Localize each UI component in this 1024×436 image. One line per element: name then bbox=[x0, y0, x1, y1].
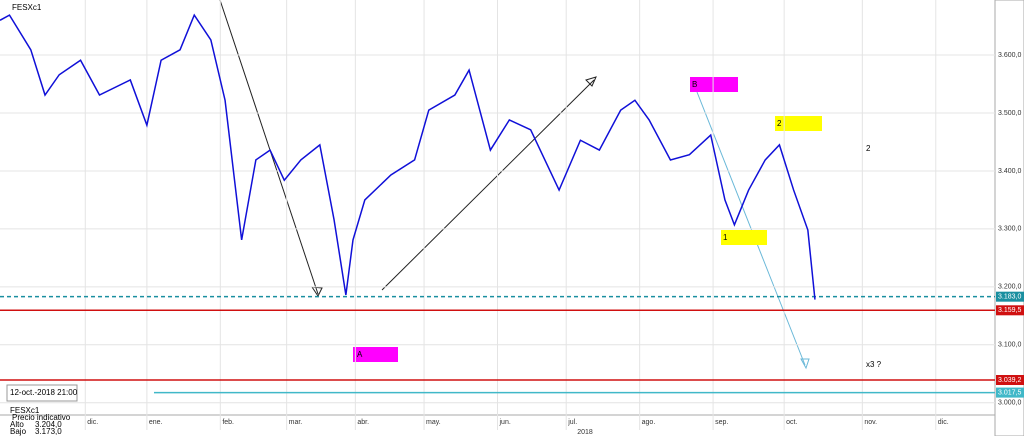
box bbox=[775, 116, 822, 131]
x-tick-label: feb. bbox=[222, 419, 234, 426]
x-tick-label: oct. bbox=[786, 419, 797, 426]
chart-title: FESXc1 bbox=[12, 3, 42, 12]
x-tick-label: jul. bbox=[567, 419, 577, 426]
level-tag bbox=[996, 305, 1024, 316]
year-label: 2018 bbox=[577, 429, 593, 436]
annotation: A bbox=[357, 350, 363, 359]
level-tag bbox=[996, 375, 1024, 386]
x-tick-label: jun. bbox=[499, 419, 511, 426]
level-label: 3.039,2 bbox=[998, 377, 1021, 384]
level-label: 3.017,5 bbox=[998, 389, 1021, 396]
y-tick-label: 3.600,0 bbox=[998, 52, 1021, 59]
annotation: x3 ? bbox=[866, 360, 882, 369]
y-tick-label: 3.100,0 bbox=[998, 342, 1021, 349]
info-label: Bajo bbox=[10, 427, 27, 436]
x-tick-label: ene. bbox=[149, 419, 163, 426]
annotation: B bbox=[692, 80, 697, 89]
info-symbol: FESXc1 bbox=[10, 406, 40, 415]
y-tick-label: 3.400,0 bbox=[998, 168, 1021, 175]
x-tick-label: abr. bbox=[357, 419, 369, 426]
info-value: 3.173,0 bbox=[35, 427, 62, 436]
box bbox=[690, 77, 738, 92]
level-label: 3.183,0 bbox=[998, 294, 1021, 301]
annotation: 2 bbox=[866, 144, 871, 153]
level-tag bbox=[996, 387, 1024, 398]
x-tick-label: mar. bbox=[289, 419, 303, 426]
x-tick-label: dic. bbox=[938, 419, 949, 426]
info-note: Precio indicativo bbox=[12, 413, 71, 422]
info-label: Alto bbox=[10, 420, 24, 429]
box bbox=[721, 230, 767, 245]
axis-panel bbox=[994, 0, 1024, 436]
info-box bbox=[6, 384, 78, 402]
x-tick-label: dic. bbox=[87, 419, 98, 426]
x-tick-label: nov. bbox=[864, 419, 877, 426]
x-tick-label: may. bbox=[426, 419, 441, 426]
level-label: 3.159,5 bbox=[998, 307, 1021, 314]
annotation: 1 bbox=[723, 233, 728, 242]
y-tick-label: 3.500,0 bbox=[998, 110, 1021, 117]
info-value: 3.204,0 bbox=[35, 420, 62, 429]
x-tick-label: sep. bbox=[715, 419, 728, 426]
box bbox=[353, 347, 398, 362]
info-date: 12-oct.-2018 21:00 bbox=[10, 388, 78, 397]
y-tick-label: 3.200,0 bbox=[998, 284, 1021, 291]
level-tag bbox=[996, 291, 1024, 302]
x-tick-label: ago. bbox=[642, 419, 656, 426]
annotation: 2 bbox=[777, 119, 782, 128]
y-tick-label: 3.000,0 bbox=[998, 400, 1021, 407]
price-line bbox=[0, 13, 816, 300]
y-tick-label: 3.300,0 bbox=[998, 226, 1021, 233]
